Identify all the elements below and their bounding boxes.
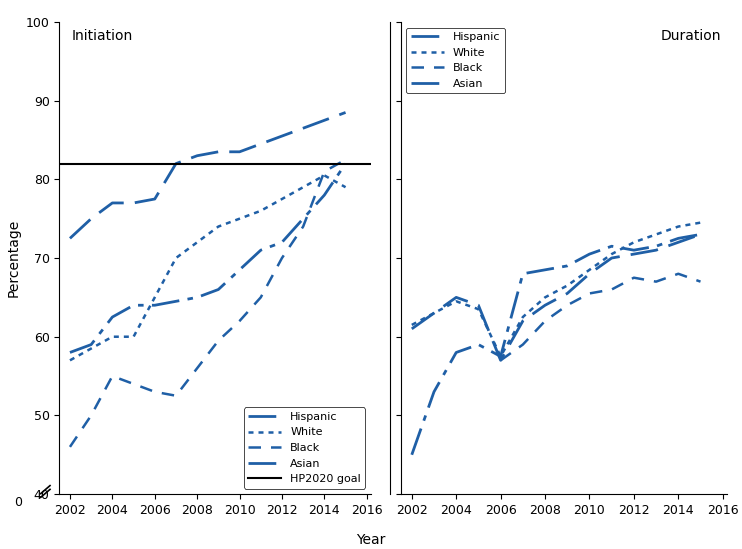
Y-axis label: Percentage: Percentage: [6, 219, 20, 297]
Legend: Hispanic, White, Black, Asian, HP2020 goal: Hispanic, White, Black, Asian, HP2020 go…: [243, 407, 366, 489]
Text: 0: 0: [14, 496, 22, 509]
Text: Initiation: Initiation: [72, 29, 133, 43]
Text: Year: Year: [356, 533, 386, 546]
Text: Duration: Duration: [660, 29, 720, 43]
Legend: Hispanic, White, Black, Asian: Hispanic, White, Black, Asian: [406, 27, 505, 93]
